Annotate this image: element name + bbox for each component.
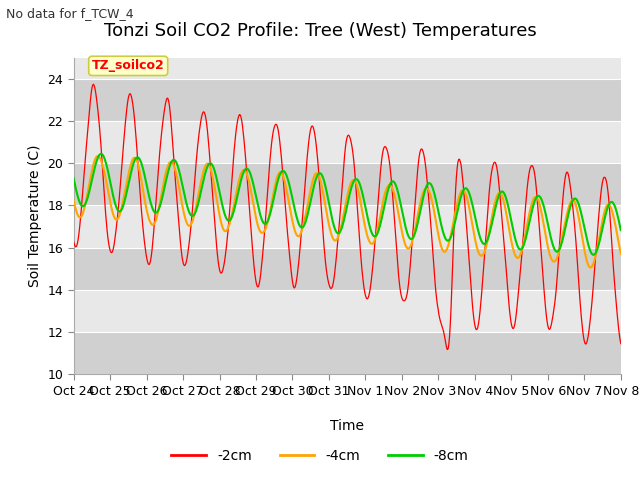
Text: No data for f_TCW_4: No data for f_TCW_4 xyxy=(6,7,134,20)
Bar xyxy=(74,332,621,374)
X-axis label: Time: Time xyxy=(330,419,364,432)
Bar xyxy=(74,248,621,290)
Bar xyxy=(74,163,621,205)
Bar xyxy=(74,79,621,121)
Text: TZ_soilco2: TZ_soilco2 xyxy=(92,60,164,72)
Y-axis label: Soil Temperature (C): Soil Temperature (C) xyxy=(28,145,42,287)
Text: Tonzi Soil CO2 Profile: Tree (West) Temperatures: Tonzi Soil CO2 Profile: Tree (West) Temp… xyxy=(104,22,536,40)
Legend: -2cm, -4cm, -8cm: -2cm, -4cm, -8cm xyxy=(166,443,474,468)
